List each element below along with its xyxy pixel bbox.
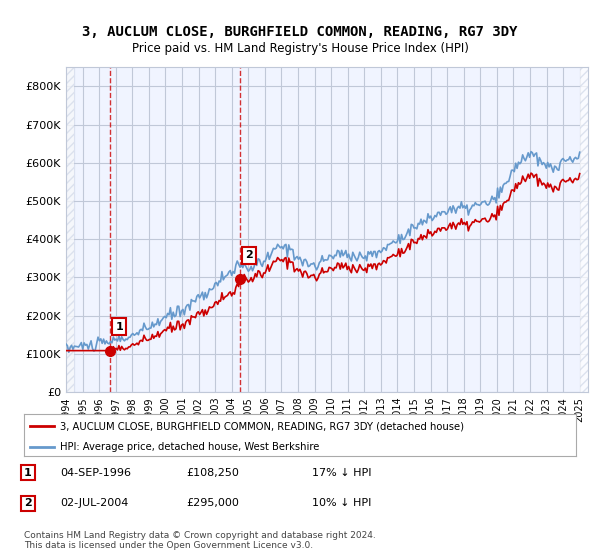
Text: 10% ↓ HPI: 10% ↓ HPI <box>312 498 371 508</box>
Text: 1: 1 <box>115 321 123 332</box>
Text: HPI: Average price, detached house, West Berkshire: HPI: Average price, detached house, West… <box>60 442 319 452</box>
Text: 2: 2 <box>245 250 253 260</box>
Text: 02-JUL-2004: 02-JUL-2004 <box>60 498 128 508</box>
Text: 17% ↓ HPI: 17% ↓ HPI <box>312 468 371 478</box>
Bar <box>66 67 74 392</box>
Text: 1: 1 <box>24 468 32 478</box>
Bar <box>580 67 588 392</box>
Text: Contains HM Land Registry data © Crown copyright and database right 2024.
This d: Contains HM Land Registry data © Crown c… <box>24 530 376 550</box>
Text: 2: 2 <box>24 498 32 508</box>
Text: 04-SEP-1996: 04-SEP-1996 <box>60 468 131 478</box>
Text: 3, AUCLUM CLOSE, BURGHFIELD COMMON, READING, RG7 3DY: 3, AUCLUM CLOSE, BURGHFIELD COMMON, READ… <box>82 25 518 39</box>
Text: 3, AUCLUM CLOSE, BURGHFIELD COMMON, READING, RG7 3DY (detached house): 3, AUCLUM CLOSE, BURGHFIELD COMMON, READ… <box>60 421 464 431</box>
Text: £295,000: £295,000 <box>186 498 239 508</box>
Text: Price paid vs. HM Land Registry's House Price Index (HPI): Price paid vs. HM Land Registry's House … <box>131 42 469 55</box>
Bar <box>66 67 74 392</box>
Text: £108,250: £108,250 <box>186 468 239 478</box>
